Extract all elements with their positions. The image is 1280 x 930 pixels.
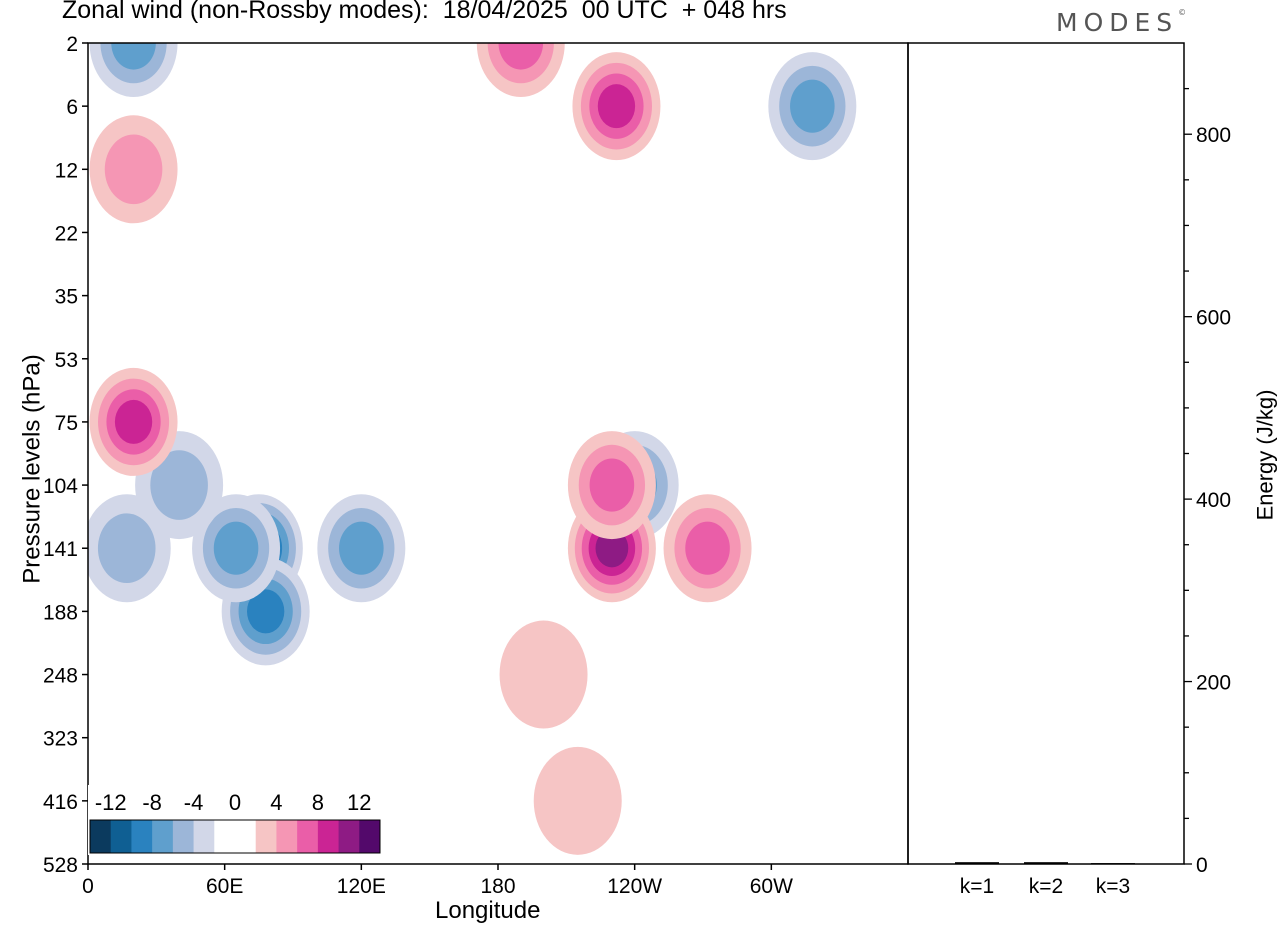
colorbar-swatch bbox=[214, 820, 236, 853]
colorbar-tick-label: -8 bbox=[142, 790, 162, 815]
y-tick-label: 2 bbox=[66, 33, 78, 56]
energy-tick-label: 0 bbox=[1196, 854, 1208, 877]
heatmap-contour bbox=[533, 746, 622, 855]
x-tick-label: 60W bbox=[750, 875, 793, 898]
heatmap-contour bbox=[246, 589, 285, 634]
energy-category-label: k=2 bbox=[1029, 875, 1063, 898]
colorbar-tick-label: -4 bbox=[184, 790, 204, 815]
heatmap-contour bbox=[790, 79, 835, 133]
y-tick-label: 12 bbox=[55, 159, 78, 182]
heatmap-cell bbox=[476, 43, 565, 97]
y-tick-label: 528 bbox=[43, 854, 78, 877]
energy-tick-label: 200 bbox=[1196, 672, 1231, 695]
heatmap-contour bbox=[597, 84, 636, 129]
x-tick-label: 180 bbox=[480, 875, 515, 898]
heatmap-cell bbox=[192, 494, 281, 603]
y-tick-label: 416 bbox=[43, 791, 78, 814]
energy-bars: k=1 k=2 k=3 bbox=[955, 862, 1135, 898]
colorbar-swatch bbox=[338, 820, 360, 853]
colorbar-tick-label: 0 bbox=[229, 790, 241, 815]
x-tick-label: 0 bbox=[82, 875, 94, 898]
heatmap-contour bbox=[114, 399, 153, 444]
energy-tick-label: 400 bbox=[1196, 489, 1231, 512]
colorbar-swatch bbox=[152, 820, 174, 853]
heatmap-cell bbox=[567, 431, 656, 540]
colorbar: -12 -8 -4 0 4 8 12 bbox=[88, 785, 382, 855]
colorbar-tick-label: 4 bbox=[270, 790, 282, 815]
heatmap-cell bbox=[89, 367, 178, 476]
heatmap-contour bbox=[685, 521, 730, 575]
y-tick-label: 141 bbox=[43, 538, 78, 561]
y-tick-label: 22 bbox=[55, 222, 78, 245]
x-tick-label: 120W bbox=[607, 875, 662, 898]
colorbar-swatch bbox=[90, 820, 112, 853]
heatmap-contour bbox=[111, 43, 156, 70]
colorbar-swatch bbox=[172, 820, 195, 853]
colorbar-tick-label: 8 bbox=[312, 790, 324, 815]
y-tick-label: 75 bbox=[55, 412, 78, 435]
y-axis: 2 6 12 22 35 53 75 104 141 188 248 323 416 528 bbox=[43, 33, 88, 877]
y-tick-label: 248 bbox=[43, 665, 78, 688]
heatmap-cell bbox=[572, 52, 661, 161]
y-tick-label: 323 bbox=[43, 728, 78, 751]
energy-axis: 0 200 400 600 800 bbox=[1184, 87, 1231, 877]
y-tick-label: 53 bbox=[55, 349, 78, 372]
energy-tick-label: 800 bbox=[1196, 124, 1231, 147]
brand-logo: MODES© bbox=[1056, 8, 1187, 37]
y-tick-label: 6 bbox=[66, 96, 78, 119]
heatmap-contour bbox=[150, 450, 208, 520]
colorbar-swatch bbox=[297, 820, 319, 853]
heatmap-contour bbox=[595, 529, 629, 568]
colorbar-swatch bbox=[131, 820, 153, 853]
chart-title: Zonal wind (non-Rossby modes): 18/04/202… bbox=[62, 0, 787, 24]
heatmap-contour bbox=[499, 620, 588, 729]
energy-frame bbox=[907, 42, 1185, 865]
x-axis: 0 60E 120E 180 120W 60W bbox=[82, 864, 793, 898]
energy-bar bbox=[1091, 863, 1135, 865]
colorbar-swatch bbox=[110, 820, 132, 853]
colorbar-swatch bbox=[235, 820, 257, 853]
colorbar-swatch bbox=[359, 820, 381, 853]
heatmap-cell bbox=[89, 43, 178, 97]
y-tick-label: 188 bbox=[43, 601, 78, 624]
energy-category-label: k=1 bbox=[960, 875, 994, 898]
colorbar-swatch bbox=[317, 820, 340, 853]
y-axis-label: Pressure levels (hPa) bbox=[18, 354, 46, 584]
energy-category-label: k=3 bbox=[1096, 875, 1130, 898]
x-tick-label: 60E bbox=[206, 875, 243, 898]
heatmap-cell bbox=[768, 52, 857, 161]
heatmap-cell bbox=[533, 746, 622, 855]
energy-bar bbox=[955, 862, 999, 864]
y-tick-label: 35 bbox=[55, 286, 78, 309]
energy-axis-label: Energy (J/kg) bbox=[1252, 389, 1278, 521]
heatmap-cell bbox=[499, 620, 588, 729]
heatmap-contour bbox=[104, 134, 163, 205]
colorbar-frame bbox=[89, 819, 381, 854]
colorbar-swatch bbox=[276, 820, 298, 853]
x-tick-label: 120E bbox=[337, 875, 386, 898]
colorbar-swatch bbox=[193, 820, 215, 853]
x-axis-label: Longitude bbox=[435, 897, 541, 924]
y-tick-label: 104 bbox=[43, 475, 78, 498]
colorbar-swatch bbox=[255, 820, 277, 853]
energy-tick-label: 600 bbox=[1196, 307, 1231, 330]
heatmap-contour bbox=[339, 521, 384, 575]
colorbar-tick-label: 12 bbox=[347, 790, 371, 815]
heatmap-cell bbox=[89, 115, 178, 224]
heatmap-contour bbox=[589, 458, 635, 512]
heatmap-contour bbox=[213, 521, 259, 575]
colorbar-tick-label: -12 bbox=[95, 790, 127, 815]
heatmap-contour bbox=[498, 43, 544, 70]
heatmap-cell bbox=[317, 494, 406, 603]
heatmap-contour bbox=[97, 513, 156, 584]
energy-bar bbox=[1024, 862, 1068, 864]
heatmap-field bbox=[88, 43, 857, 855]
heatmap-cell bbox=[663, 494, 752, 603]
